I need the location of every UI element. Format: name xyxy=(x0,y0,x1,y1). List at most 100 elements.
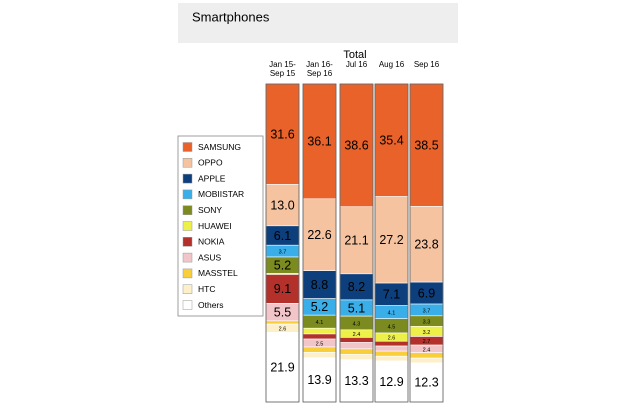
data-label: 3.7 xyxy=(423,308,431,314)
data-label: 3.3 xyxy=(423,320,431,326)
column-border xyxy=(302,83,337,403)
data-label: 36.1 xyxy=(307,135,331,149)
x-tick-label: Sep 16 xyxy=(414,60,440,69)
x-tick-label-line: Jan 16- xyxy=(306,60,333,69)
x-tick-label: Aug 16 xyxy=(379,60,405,69)
bar-segment xyxy=(374,350,409,357)
data-label: 35.4 xyxy=(379,134,403,148)
bar-segment xyxy=(265,184,300,227)
data-label: 2.5 xyxy=(316,341,324,347)
legend-swatch xyxy=(182,158,193,168)
bar-segment xyxy=(302,198,337,271)
legend-label: APPLE xyxy=(198,173,226,183)
data-label: 38.5 xyxy=(414,139,438,153)
data-label: 6.1 xyxy=(274,229,291,243)
data-label: 13.9 xyxy=(307,373,331,387)
data-label: 5.5 xyxy=(274,305,291,319)
data-label: 4.3 xyxy=(353,321,361,327)
legend-swatch xyxy=(182,205,193,215)
bar-segment xyxy=(409,206,444,283)
x-tick-label-line: Jul 16 xyxy=(346,60,368,69)
data-label: 8.2 xyxy=(348,280,365,294)
bar-segment xyxy=(339,359,374,403)
data-label: 21.9 xyxy=(270,360,294,374)
legend-label: HTC xyxy=(198,284,215,294)
data-label: 12.3 xyxy=(414,376,438,390)
data-label: 5.1 xyxy=(348,301,365,315)
x-tick-label-line: Sep 16 xyxy=(414,60,440,69)
column-border xyxy=(409,83,444,403)
x-tick-label-line: Sep 15 xyxy=(270,69,296,78)
data-label: 5.2 xyxy=(311,300,328,314)
column-border xyxy=(265,83,300,403)
chart-title: Smartphones xyxy=(192,9,270,24)
bar-segment xyxy=(374,83,409,197)
legend-swatch xyxy=(182,268,193,279)
bar-segment xyxy=(302,346,337,353)
legend-swatch xyxy=(182,252,193,263)
legend-swatch xyxy=(182,142,193,152)
legend-label: OPPO xyxy=(198,158,223,168)
legend-label: SONY xyxy=(198,205,222,215)
bar-segment xyxy=(374,360,409,403)
data-label: 22.6 xyxy=(307,228,331,242)
data-label: 12.9 xyxy=(379,375,403,389)
bar-segment xyxy=(302,333,337,340)
bar-segment xyxy=(339,273,374,301)
bar-segment xyxy=(339,353,374,361)
bar-segment xyxy=(302,327,337,335)
x-tick-label-line: Jan 15- xyxy=(269,60,296,69)
data-label: 13.3 xyxy=(344,374,368,388)
bar-segment xyxy=(302,352,337,359)
data-label: 3.2 xyxy=(423,330,431,336)
data-label: 7.1 xyxy=(383,288,400,302)
data-label: 38.6 xyxy=(344,139,368,153)
data-label: 4.1 xyxy=(388,311,396,317)
data-label: 13.0 xyxy=(270,198,294,212)
data-label: 2.4 xyxy=(353,332,361,338)
bar-segment xyxy=(409,362,444,403)
chart-subtitle: Total xyxy=(343,49,366,61)
bar-segment xyxy=(265,320,300,325)
legend-swatch xyxy=(182,300,193,310)
data-label: 5.2 xyxy=(274,259,291,273)
bar-segment xyxy=(409,357,444,364)
bar-segment xyxy=(409,352,444,359)
bar-segment xyxy=(339,342,374,350)
legend-label: MASSTEL xyxy=(198,268,238,278)
data-label: 3.7 xyxy=(279,250,287,256)
data-label: 2.7 xyxy=(423,339,431,345)
legend-swatch xyxy=(182,221,193,231)
x-tick-label-line: Sep 16 xyxy=(307,69,333,78)
data-label: 4.5 xyxy=(388,324,396,330)
x-tick-label: Jan 16-Sep 16 xyxy=(306,60,333,78)
bar-segment xyxy=(374,355,409,362)
bar-segment xyxy=(339,337,374,343)
legend-label: SAMSUNG xyxy=(198,142,241,152)
data-label: 27.2 xyxy=(379,233,403,247)
legend-label: ASUS xyxy=(198,252,221,262)
data-label: 6.9 xyxy=(418,286,435,300)
bar-segment xyxy=(374,340,409,347)
legend-swatch xyxy=(182,284,193,294)
legend-label: HUAWEI xyxy=(198,221,232,231)
legend-swatch xyxy=(182,237,193,247)
bar-segment xyxy=(339,348,374,355)
data-label: 23.8 xyxy=(414,238,438,252)
data-label: 9.1 xyxy=(274,282,291,296)
data-label: 31.6 xyxy=(270,128,294,142)
bar-segment xyxy=(339,206,374,275)
data-label: 4.1 xyxy=(316,320,324,326)
column-border xyxy=(339,83,374,403)
data-label: 21.1 xyxy=(344,234,368,248)
x-tick-label: Jul 16 xyxy=(346,60,368,69)
legend-label: MOBIISTAR xyxy=(198,189,244,199)
legend-label: NOKIA xyxy=(198,237,225,247)
legend-label: Others xyxy=(198,300,224,310)
bar-segment xyxy=(374,345,409,352)
column-border xyxy=(374,83,409,403)
x-tick-label-line: Aug 16 xyxy=(379,60,405,69)
bar-segment xyxy=(302,83,337,200)
legend-swatch xyxy=(182,173,193,184)
bar-segment xyxy=(409,83,444,207)
